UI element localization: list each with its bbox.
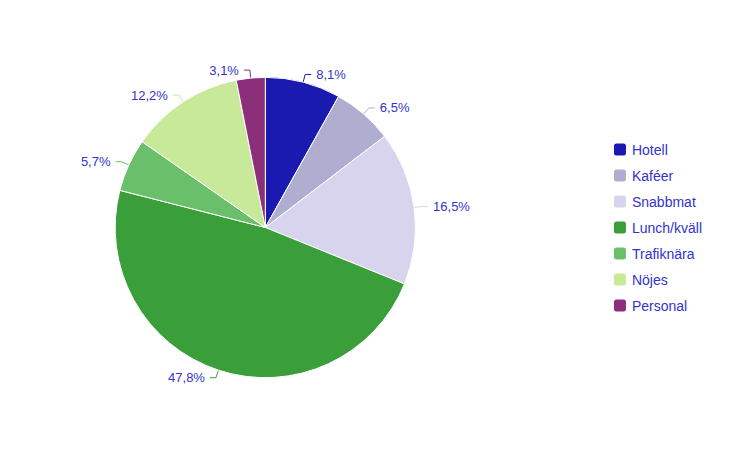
svg-text:Kaféer: Kaféer xyxy=(632,168,674,184)
svg-text:Hotell: Hotell xyxy=(632,142,668,158)
svg-text:16,5%: 16,5% xyxy=(433,199,470,214)
svg-text:Trafiknära: Trafiknära xyxy=(632,246,695,262)
svg-text:6,5%: 6,5% xyxy=(380,100,410,115)
svg-text:Nöjes: Nöjes xyxy=(632,272,668,288)
svg-text:5,7%: 5,7% xyxy=(81,154,111,169)
svg-text:12,2%: 12,2% xyxy=(131,88,168,103)
svg-text:Personal: Personal xyxy=(632,298,687,314)
svg-text:47,8%: 47,8% xyxy=(168,370,205,385)
svg-text:Lunch/kväll: Lunch/kväll xyxy=(632,220,702,236)
svg-text:Snabbmat: Snabbmat xyxy=(632,194,696,210)
svg-text:8,1%: 8,1% xyxy=(316,67,346,82)
svg-text:3,1%: 3,1% xyxy=(209,63,239,78)
